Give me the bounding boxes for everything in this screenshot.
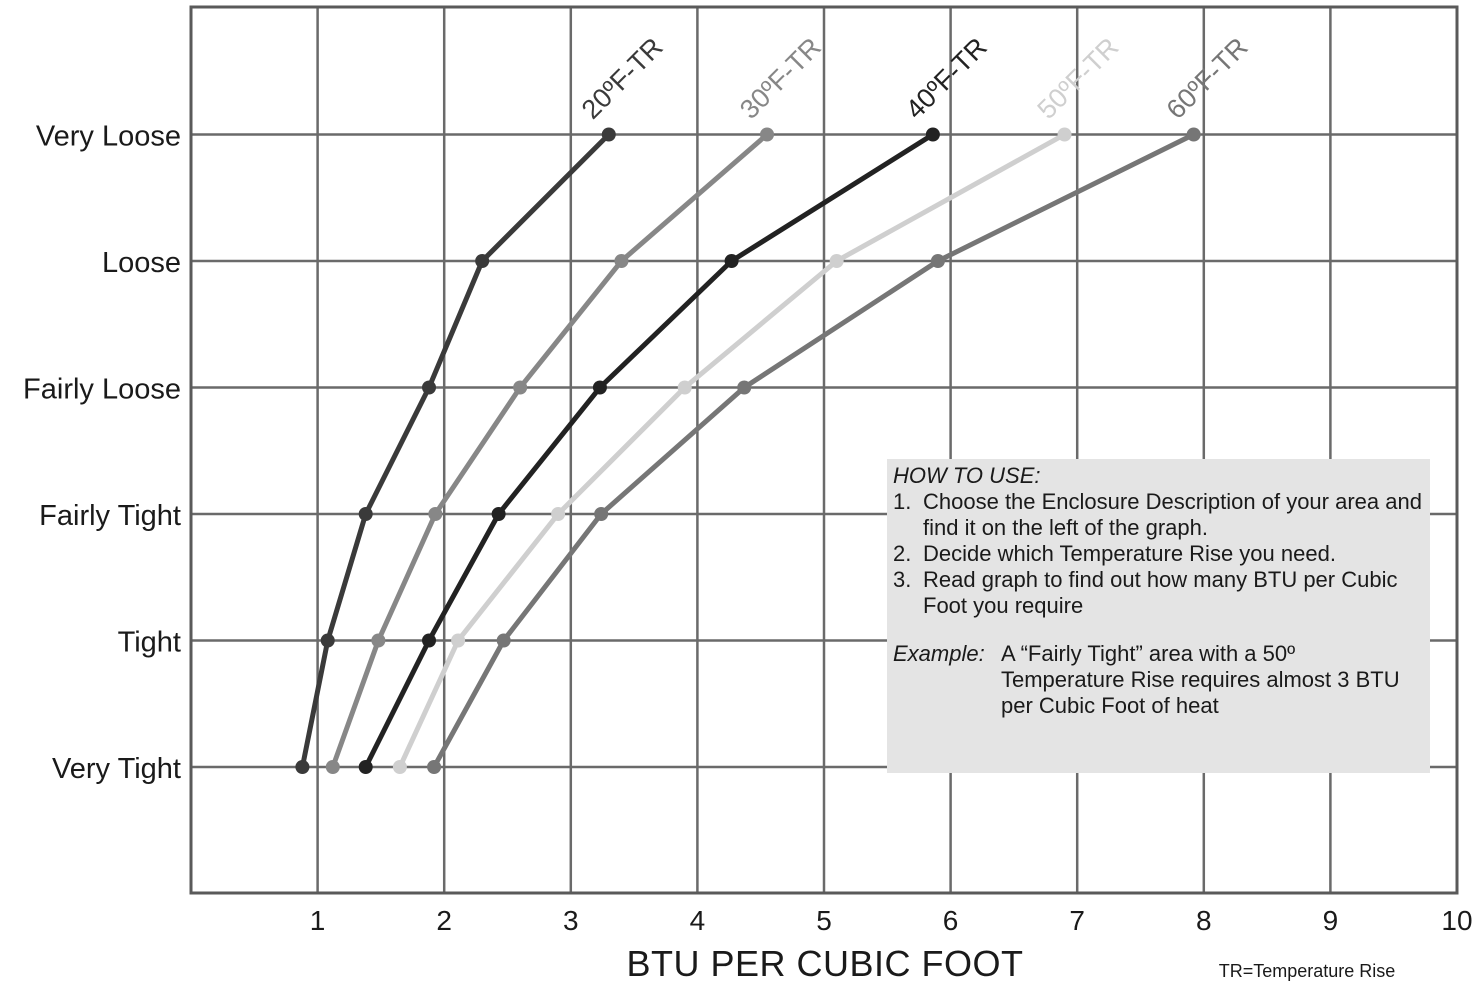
data-point xyxy=(925,127,940,142)
data-point xyxy=(422,380,437,395)
data-point xyxy=(320,633,335,648)
series-group: 20ºF-TR xyxy=(295,32,669,774)
series-group: 30ºF-TR xyxy=(325,32,827,774)
data-point xyxy=(551,507,566,521)
x-tick-label: 6 xyxy=(943,905,959,936)
series-line xyxy=(363,132,936,770)
step-text: Choose the Enclosure Description of your… xyxy=(923,489,1422,540)
data-point xyxy=(724,254,739,268)
data-point xyxy=(592,380,607,395)
how-to-use-box: HOW TO USE: 1. Choose the Enclosure Desc… xyxy=(887,459,1430,773)
data-point xyxy=(295,760,310,774)
data-point xyxy=(451,633,466,648)
data-point xyxy=(427,760,442,774)
series-label: 20ºF-TR xyxy=(576,32,669,125)
x-tick-label: 9 xyxy=(1323,905,1339,936)
data-point xyxy=(513,380,528,395)
x-tick-label: 1 xyxy=(310,905,326,936)
step-number: 3. xyxy=(893,567,912,592)
x-tick-label: 5 xyxy=(816,905,832,936)
data-point xyxy=(422,633,437,648)
step-text: Read graph to find out how many BTU per … xyxy=(923,567,1398,618)
example-label: Example: xyxy=(893,641,985,666)
data-point xyxy=(1057,127,1072,142)
footnote: TR=Temperature Rise xyxy=(1219,961,1396,981)
data-point xyxy=(325,760,340,774)
series-line xyxy=(431,132,1197,770)
step-number: 1. xyxy=(893,489,912,514)
how-to-step: 2. Decide which Temperature Rise you nee… xyxy=(893,541,1424,567)
y-tick-label: Fairly Loose xyxy=(23,374,181,406)
data-point xyxy=(491,507,506,521)
data-point xyxy=(392,760,407,774)
data-point xyxy=(371,633,386,648)
series-line xyxy=(397,132,1068,770)
how-to-step: 3. Read graph to find out how many BTU p… xyxy=(893,567,1424,619)
example-text: A “Fairly Tight” area with a 50º Tempera… xyxy=(1001,641,1400,718)
series-label: 60ºF-TR xyxy=(1161,32,1254,125)
data-point xyxy=(594,507,609,521)
series-line xyxy=(330,132,770,770)
chart-labels: Very Tight Tight Fairly Tight Fairly Loose L… xyxy=(23,121,1473,983)
y-tick-label: Tight xyxy=(118,627,181,659)
series-label: 40ºF-TR xyxy=(900,32,993,125)
y-tick-label: Very Loose xyxy=(36,121,181,153)
data-point xyxy=(601,127,616,142)
data-point xyxy=(1186,127,1201,142)
data-point xyxy=(358,507,373,521)
x-tick-label: 3 xyxy=(563,905,579,936)
data-point xyxy=(760,127,775,142)
step-text: Decide which Temperature Rise you need. xyxy=(923,541,1336,566)
data-point xyxy=(930,254,945,268)
x-tick-label: 7 xyxy=(1069,905,1085,936)
how-to-step: 1. Choose the Enclosure Description of y… xyxy=(893,489,1424,541)
y-tick-label: Fairly Tight xyxy=(39,500,181,532)
data-point xyxy=(475,254,490,268)
data-point xyxy=(358,760,373,774)
y-tick-label: Loose xyxy=(102,247,181,279)
y-tick-label: Very Tight xyxy=(52,753,181,785)
x-tick-label: 2 xyxy=(436,905,452,936)
x-tick-label: 4 xyxy=(690,905,706,936)
data-point xyxy=(737,380,752,395)
step-number: 2. xyxy=(893,541,912,566)
data-point xyxy=(428,507,443,521)
data-point xyxy=(496,633,511,648)
x-tick-label: 8 xyxy=(1196,905,1212,936)
data-point xyxy=(829,254,844,268)
x-axis-label: BTU PER CUBIC FOOT xyxy=(626,943,1023,983)
x-tick-label: 10 xyxy=(1441,905,1472,936)
series-line xyxy=(299,132,612,770)
example-block: Example: A “Fairly Tight” area with a 50… xyxy=(893,641,1424,719)
plot-frame xyxy=(189,5,1459,895)
data-point xyxy=(677,380,692,395)
data-point xyxy=(614,254,629,268)
series-label: 30ºF-TR xyxy=(734,32,827,125)
how-to-use-title: HOW TO USE: xyxy=(893,463,1041,488)
